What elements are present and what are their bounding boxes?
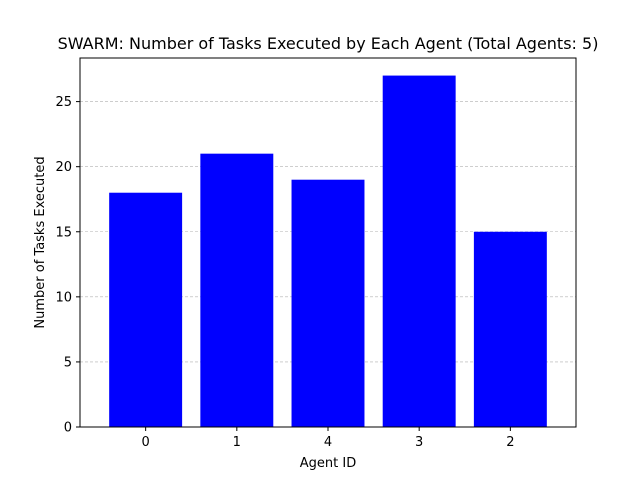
x-tick-label: 0 — [142, 435, 150, 450]
ticks: 0 5 10 15 20 25 0 1 4 3 2 — [55, 95, 514, 450]
bars — [109, 75, 547, 428]
bar-agent-3 — [382, 75, 456, 428]
bar-agent-1 — [200, 153, 274, 427]
y-tick-label: 15 — [55, 225, 72, 240]
y-tick-label: 0 — [64, 421, 72, 436]
x-tick-label: 2 — [506, 435, 514, 450]
x-tick-label: 4 — [324, 435, 332, 450]
chart-title: SWARM: Number of Tasks Executed by Each … — [58, 34, 599, 53]
x-tick-label: 1 — [233, 435, 241, 450]
y-tick-label: 25 — [55, 95, 72, 110]
y-tick-label: 10 — [55, 290, 72, 305]
y-axis-label: Number of Tasks Executed — [33, 156, 48, 328]
bar-agent-4 — [291, 179, 365, 427]
x-axis-label: Agent ID — [300, 456, 356, 471]
y-tick-label: 5 — [64, 355, 72, 370]
x-tick-label: 3 — [415, 435, 423, 450]
bar-agent-2 — [473, 231, 547, 427]
bar-agent-0 — [109, 192, 183, 427]
y-tick-label: 20 — [55, 160, 72, 175]
